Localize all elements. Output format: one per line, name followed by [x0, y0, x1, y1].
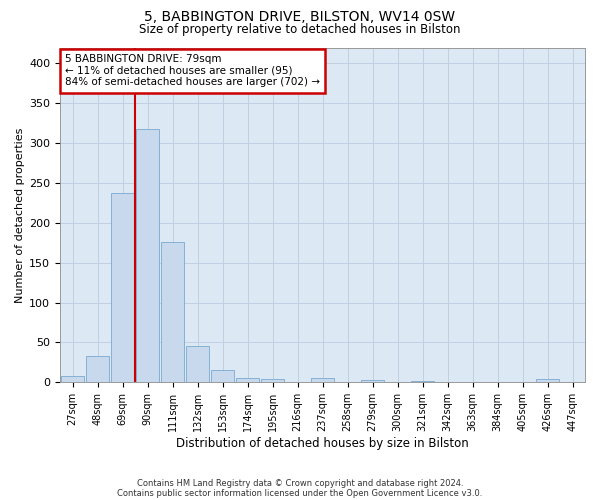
Text: Contains public sector information licensed under the Open Government Licence v3: Contains public sector information licen…	[118, 488, 482, 498]
X-axis label: Distribution of detached houses by size in Bilston: Distribution of detached houses by size …	[176, 437, 469, 450]
Bar	[185, 346, 209, 383]
Text: Contains HM Land Registry data © Crown copyright and database right 2024.: Contains HM Land Registry data © Crown c…	[137, 478, 463, 488]
Bar	[536, 379, 559, 382]
Text: 5 BABBINGTON DRIVE: 79sqm
← 11% of detached houses are smaller (95)
84% of semi-: 5 BABBINGTON DRIVE: 79sqm ← 11% of detac…	[65, 54, 320, 88]
Bar	[260, 379, 284, 382]
Y-axis label: Number of detached properties: Number of detached properties	[15, 127, 25, 302]
Bar	[110, 192, 134, 382]
Bar	[61, 376, 85, 382]
Bar	[211, 370, 235, 382]
Bar	[161, 242, 184, 382]
Bar	[236, 378, 259, 382]
Bar	[361, 380, 385, 382]
Bar	[311, 378, 334, 382]
Text: Size of property relative to detached houses in Bilston: Size of property relative to detached ho…	[139, 22, 461, 36]
Text: 5, BABBINGTON DRIVE, BILSTON, WV14 0SW: 5, BABBINGTON DRIVE, BILSTON, WV14 0SW	[145, 10, 455, 24]
Bar	[410, 381, 434, 382]
Bar	[86, 356, 109, 382]
Bar	[136, 129, 160, 382]
